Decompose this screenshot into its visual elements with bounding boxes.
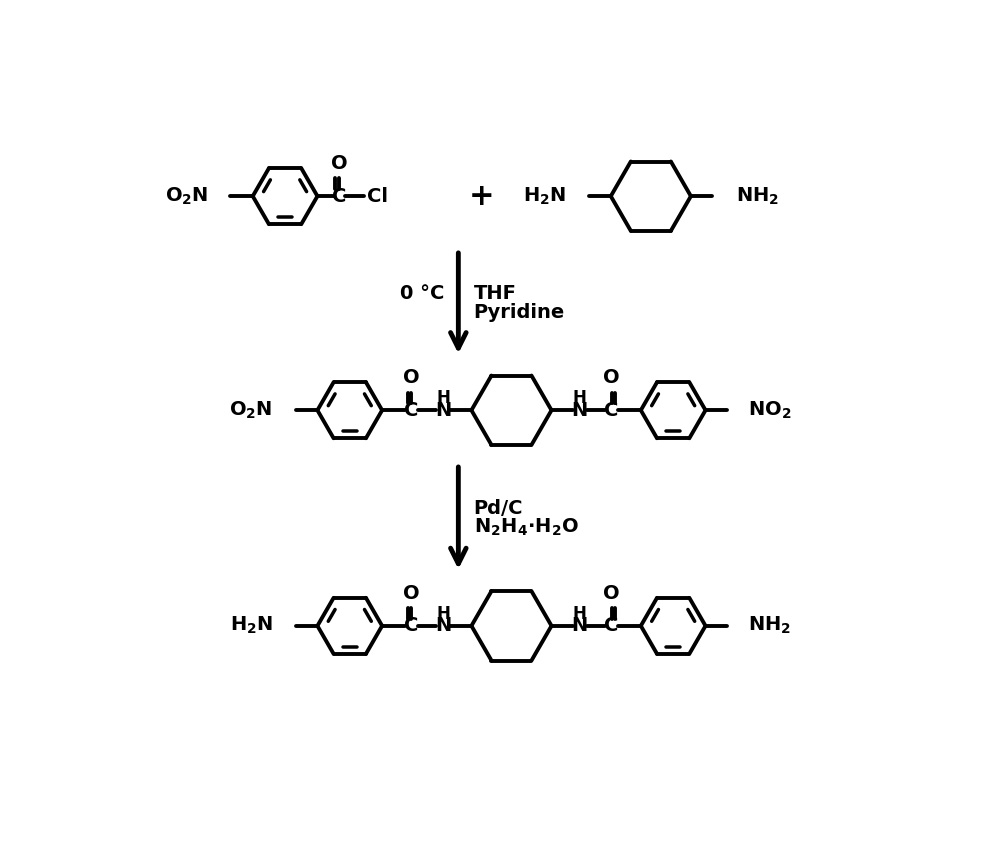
Text: C: C: [404, 616, 418, 636]
Text: H: H: [572, 389, 586, 407]
Text: O: O: [330, 154, 347, 173]
Text: C: C: [605, 616, 619, 636]
Text: O: O: [403, 584, 420, 603]
Text: H: H: [437, 605, 451, 623]
Text: N: N: [435, 616, 452, 636]
Text: H: H: [437, 389, 451, 407]
Text: Cl: Cl: [367, 187, 388, 205]
Text: C: C: [605, 400, 619, 420]
Text: O: O: [603, 584, 620, 603]
Text: 0 °C: 0 °C: [400, 285, 444, 303]
Text: Pd/C: Pd/C: [474, 499, 523, 518]
Text: O: O: [603, 368, 620, 388]
Text: H: H: [572, 605, 586, 623]
Text: C: C: [404, 400, 418, 420]
Text: $\mathbf{H_2N}$: $\mathbf{H_2N}$: [230, 615, 272, 636]
Text: N: N: [571, 616, 588, 636]
Text: Pyridine: Pyridine: [474, 303, 565, 322]
Text: $\mathbf{O_2N}$: $\mathbf{O_2N}$: [230, 400, 272, 421]
Text: N: N: [571, 400, 588, 420]
Text: C: C: [331, 187, 346, 205]
Text: $\mathbf{NH_2}$: $\mathbf{NH_2}$: [748, 615, 791, 636]
Text: O: O: [403, 368, 420, 388]
Text: $\mathbf{NO_2}$: $\mathbf{NO_2}$: [748, 400, 791, 421]
Text: THF: THF: [474, 285, 517, 303]
Text: $\mathbf{O_2N}$: $\mathbf{O_2N}$: [165, 186, 209, 207]
Text: $\mathbf{NH_2}$: $\mathbf{NH_2}$: [736, 186, 778, 207]
Text: N: N: [435, 400, 452, 420]
Text: $\mathbf{N_2H_4{\cdot}H_2O}$: $\mathbf{N_2H_4{\cdot}H_2O}$: [474, 516, 579, 538]
Text: +: +: [469, 181, 494, 210]
Text: $\mathbf{H_2N}$: $\mathbf{H_2N}$: [523, 186, 566, 207]
